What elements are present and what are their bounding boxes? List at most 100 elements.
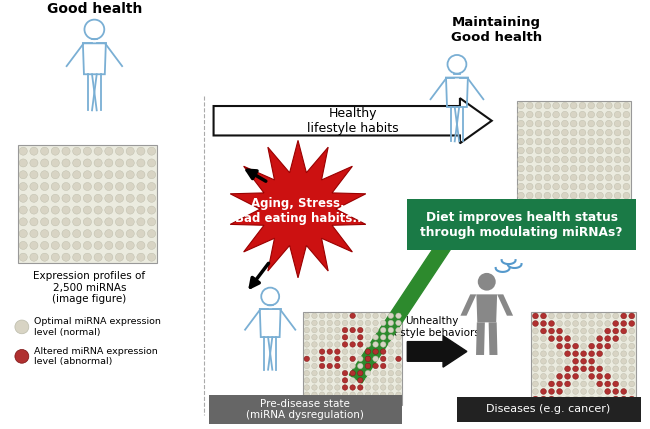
Circle shape: [126, 218, 135, 226]
Circle shape: [126, 182, 135, 190]
Circle shape: [517, 165, 525, 172]
Circle shape: [570, 129, 577, 136]
Circle shape: [335, 349, 340, 354]
Circle shape: [73, 147, 81, 155]
Circle shape: [327, 356, 333, 362]
Circle shape: [312, 378, 317, 383]
Circle shape: [562, 192, 568, 199]
Circle shape: [396, 313, 401, 318]
Circle shape: [549, 381, 554, 387]
Circle shape: [30, 182, 38, 190]
Circle shape: [588, 102, 595, 109]
Circle shape: [535, 183, 542, 190]
Circle shape: [51, 218, 59, 226]
Circle shape: [116, 194, 124, 202]
Circle shape: [126, 253, 135, 261]
Circle shape: [83, 253, 92, 261]
Circle shape: [83, 182, 92, 190]
Circle shape: [532, 366, 538, 372]
Circle shape: [621, 366, 627, 372]
Circle shape: [40, 159, 49, 167]
Circle shape: [83, 194, 92, 202]
Circle shape: [570, 102, 577, 109]
Circle shape: [570, 147, 577, 154]
Circle shape: [335, 378, 340, 383]
Circle shape: [350, 392, 356, 397]
FancyBboxPatch shape: [457, 396, 641, 422]
Circle shape: [597, 313, 603, 319]
Circle shape: [621, 320, 627, 326]
Circle shape: [549, 396, 554, 402]
Circle shape: [597, 111, 603, 118]
Circle shape: [62, 171, 70, 179]
Circle shape: [541, 343, 547, 349]
Circle shape: [579, 201, 586, 208]
Circle shape: [544, 192, 551, 199]
Circle shape: [629, 320, 634, 326]
Circle shape: [388, 385, 394, 390]
Circle shape: [365, 363, 370, 369]
Circle shape: [556, 358, 562, 364]
Circle shape: [30, 159, 38, 167]
Circle shape: [116, 206, 124, 214]
Circle shape: [83, 206, 92, 214]
Circle shape: [388, 370, 394, 376]
Circle shape: [105, 242, 113, 249]
Circle shape: [606, 174, 612, 181]
Circle shape: [126, 194, 135, 202]
Circle shape: [589, 358, 595, 364]
Circle shape: [51, 147, 59, 155]
Circle shape: [623, 138, 630, 145]
Circle shape: [304, 385, 309, 390]
Circle shape: [319, 342, 325, 347]
Circle shape: [94, 253, 102, 261]
Circle shape: [358, 392, 363, 397]
Circle shape: [604, 313, 610, 319]
Polygon shape: [476, 322, 485, 355]
Circle shape: [15, 350, 29, 363]
Circle shape: [350, 342, 356, 347]
Circle shape: [396, 349, 401, 354]
Circle shape: [343, 335, 348, 340]
Circle shape: [312, 356, 317, 362]
Text: Altered miRNA expression
level (abnormal): Altered miRNA expression level (abnormal…: [34, 347, 157, 366]
Circle shape: [319, 363, 325, 369]
Circle shape: [614, 147, 621, 154]
Circle shape: [526, 201, 533, 208]
Circle shape: [343, 378, 348, 383]
Circle shape: [19, 206, 27, 214]
Circle shape: [579, 138, 586, 145]
Circle shape: [343, 392, 348, 397]
Circle shape: [562, 138, 568, 145]
Text: Diseases (e.g. cancer): Diseases (e.g. cancer): [486, 405, 610, 414]
Circle shape: [304, 335, 309, 340]
Circle shape: [532, 358, 538, 364]
Circle shape: [570, 192, 577, 199]
Circle shape: [40, 206, 49, 214]
Circle shape: [380, 392, 386, 397]
Circle shape: [40, 182, 49, 190]
Circle shape: [613, 343, 619, 349]
Circle shape: [580, 381, 586, 387]
Circle shape: [388, 342, 394, 347]
FancyArrow shape: [350, 202, 473, 383]
Circle shape: [388, 399, 394, 405]
Circle shape: [148, 242, 155, 249]
Circle shape: [517, 192, 525, 199]
Circle shape: [373, 342, 378, 347]
Circle shape: [589, 374, 595, 379]
Circle shape: [62, 147, 70, 155]
Circle shape: [580, 404, 586, 409]
Circle shape: [544, 147, 551, 154]
Circle shape: [380, 356, 386, 362]
Circle shape: [597, 336, 603, 341]
Circle shape: [580, 351, 586, 356]
Polygon shape: [460, 294, 476, 316]
Circle shape: [629, 374, 634, 379]
Circle shape: [629, 343, 634, 349]
Circle shape: [327, 349, 333, 354]
Circle shape: [137, 194, 145, 202]
Circle shape: [597, 174, 603, 181]
Text: Maintaining
Good health: Maintaining Good health: [451, 16, 542, 44]
Circle shape: [312, 313, 317, 318]
